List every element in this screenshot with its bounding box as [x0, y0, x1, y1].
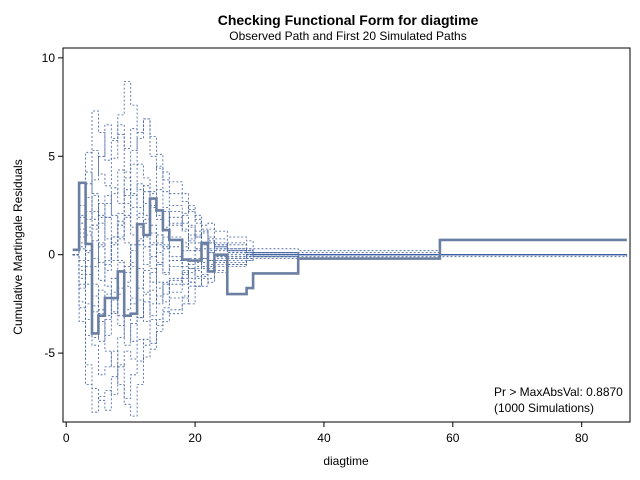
y-axis-label: Cumulative Martingale Residuals [11, 159, 25, 334]
x-tick-label: 80 [575, 431, 589, 445]
x-axis-label: diagtime [323, 454, 369, 468]
simulated-path-5 [72, 128, 627, 258]
simulated-path-17 [72, 171, 627, 256]
simulated-path-18 [72, 254, 627, 368]
simulated-path-1 [72, 81, 627, 256]
observed-path [72, 181, 627, 335]
annotation-simulations: (1000 Simulations) [494, 401, 594, 415]
x-tick-label: 60 [446, 431, 460, 445]
simulated-path-20 [72, 220, 627, 279]
simulated-path-8 [72, 252, 627, 326]
y-tick-label: -5 [44, 346, 55, 360]
simulated-path-7 [72, 177, 627, 256]
chart-title: Checking Functional Form for diagtime [218, 12, 479, 28]
y-tick-label: 10 [42, 51, 56, 65]
observed-path-group [72, 181, 627, 335]
simulated-path-14 [72, 163, 627, 267]
annotation-pvalue: Pr > MaxAbsVal: 0.8870 [494, 385, 623, 399]
chart-subtitle: Observed Path and First 20 Simulated Pat… [229, 29, 466, 43]
x-tick-label: 20 [188, 431, 202, 445]
x-tick-label: 40 [317, 431, 331, 445]
y-tick-label: 0 [48, 248, 55, 262]
simulated-path-6 [72, 254, 627, 399]
simulated-path-3 [72, 252, 627, 417]
axis-ticks: 0 20 40 60 80 -5 0 5 10 [42, 51, 589, 445]
x-tick-label: 0 [63, 431, 70, 445]
y-tick-label: 5 [48, 149, 55, 163]
